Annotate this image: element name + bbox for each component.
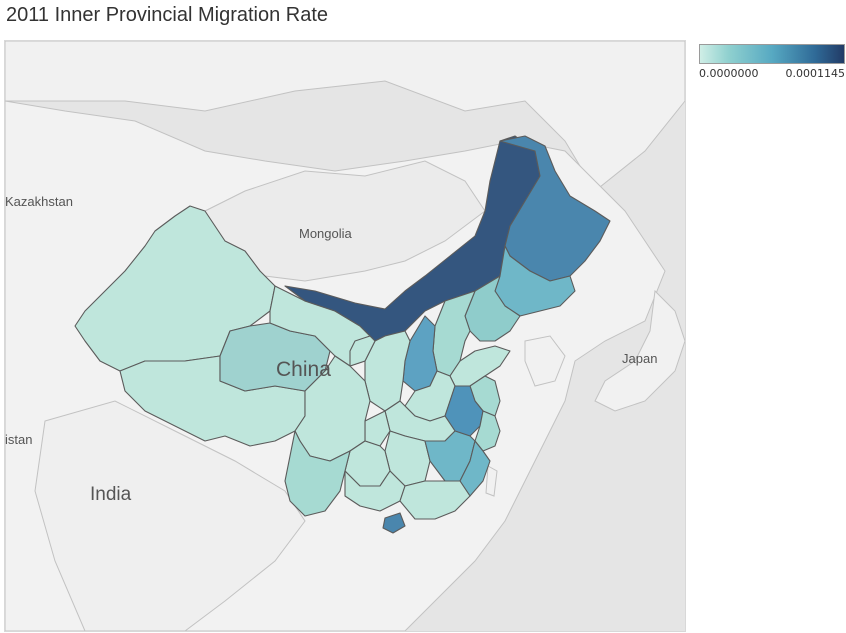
province-guangdong[interactable] — [399, 480, 471, 520]
label-mongolia: Mongolia — [299, 226, 353, 241]
legend-min-label: 0.0000000 — [699, 67, 759, 80]
label-pakistan: istan — [5, 432, 32, 447]
korea-land — [524, 335, 566, 387]
russia-land — [5, 41, 685, 192]
label-china: China — [276, 358, 331, 381]
province-yunnan[interactable] — [284, 430, 351, 517]
province-ningxia[interactable] — [349, 335, 376, 367]
taiwan-land — [485, 465, 498, 497]
label-japan: Japan — [622, 351, 657, 366]
mongolia-land — [204, 160, 486, 282]
legend-max-label: 0.0001145 — [785, 67, 846, 80]
province-shaanxi[interactable] — [364, 330, 411, 412]
map-svg[interactable]: Kazakhstan Mongolia China Japan India is… — [5, 41, 685, 631]
choropleth-map[interactable]: Kazakhstan Mongolia China Japan India is… — [4, 40, 686, 632]
label-kazakhstan: Kazakhstan — [5, 194, 73, 209]
legend-gradient-bar — [699, 44, 845, 64]
color-legend: 0.0000000 0.0001145 — [699, 44, 845, 80]
china-provinces — [74, 135, 611, 534]
india-land — [34, 400, 306, 631]
province-zhejiang[interactable] — [474, 410, 501, 452]
japan-land — [594, 289, 685, 412]
page-title: 2011 Inner Provincial Migration Rate — [6, 4, 329, 26]
province-hainan[interactable] — [382, 512, 406, 534]
label-india: India — [90, 484, 132, 505]
